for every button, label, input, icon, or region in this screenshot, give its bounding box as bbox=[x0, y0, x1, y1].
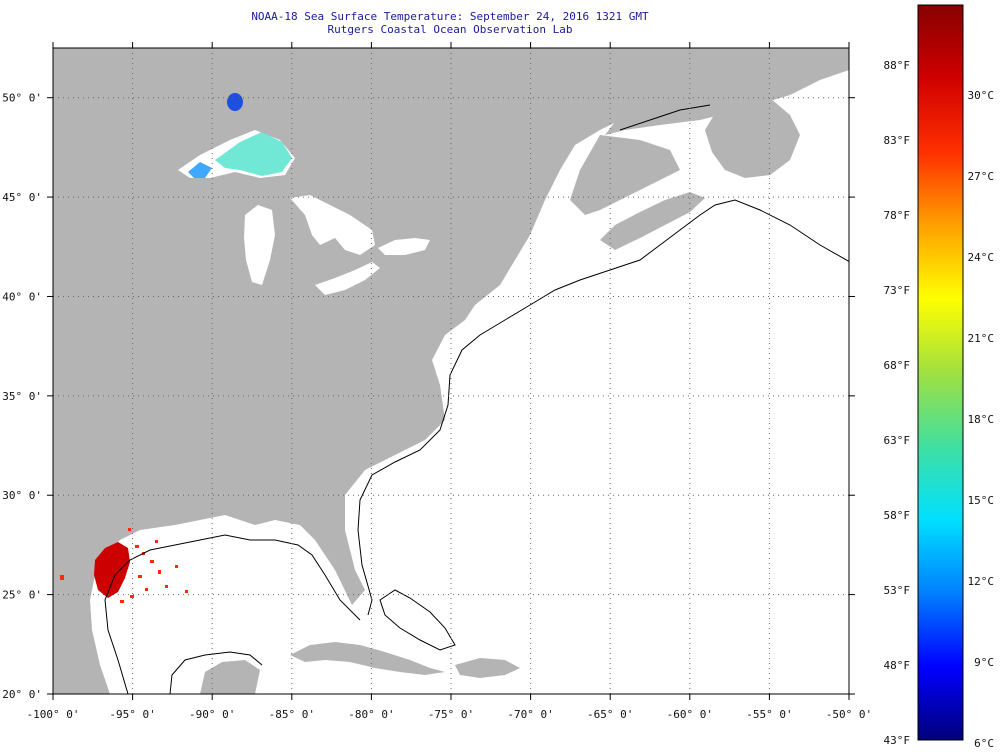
lon-tick-label: -60° 0' bbox=[667, 708, 713, 721]
colorbar-c-label: 27°C bbox=[968, 170, 995, 183]
land-newfoundland bbox=[705, 92, 800, 178]
colorbar-f-label: 58°F bbox=[884, 509, 911, 522]
colorbar-c-label: 12°C bbox=[968, 575, 995, 588]
map-subtitle: Rutgers Coastal Ocean Observation Lab bbox=[327, 23, 573, 36]
depth-contours bbox=[104, 104, 849, 694]
colorbar-c-label: 18°C bbox=[968, 413, 995, 426]
lon-tick-label: -90° 0' bbox=[189, 708, 235, 721]
lon-tick-label: -85° 0' bbox=[269, 708, 315, 721]
lon-tick-label: -70° 0' bbox=[507, 708, 553, 721]
colorbar-f-label: 88°F bbox=[884, 59, 911, 72]
colorbar-f-label: 48°F bbox=[884, 659, 911, 672]
axis-ticks bbox=[47, 42, 855, 700]
lat-tick-label: 40° 0' bbox=[2, 290, 42, 303]
colorbar-c-label: 24°C bbox=[968, 251, 995, 264]
colorbar-f-label: 53°F bbox=[884, 584, 911, 597]
sst-gulf-warm-speckles bbox=[60, 528, 188, 603]
colorbar-f-label: 78°F bbox=[884, 209, 911, 222]
lat-tick-label: 45° 0' bbox=[2, 191, 42, 204]
lake-michigan bbox=[244, 205, 275, 285]
lake-erie bbox=[315, 262, 380, 295]
colorbar-f-label: 83°F bbox=[884, 134, 911, 147]
sst-gulf-warm-core bbox=[94, 542, 130, 598]
colorbar-gradient bbox=[917, 4, 964, 741]
land-cuba bbox=[290, 642, 445, 675]
sst-lake-superior bbox=[215, 132, 292, 176]
lon-tick-label: -100° 0' bbox=[27, 708, 80, 721]
land-quebec-labrador bbox=[605, 48, 849, 135]
colorbar-c-label: 30°C bbox=[968, 89, 995, 102]
lat-tick-label: 20° 0' bbox=[2, 688, 42, 701]
land-yucatan bbox=[200, 660, 260, 694]
lake-huron bbox=[290, 195, 375, 255]
lat-tick-label: 30° 0' bbox=[2, 489, 42, 502]
lat-tick-label: 25° 0' bbox=[2, 589, 42, 602]
lon-tick-label: -55° 0' bbox=[746, 708, 792, 721]
lat-tick-label: 50° 0' bbox=[2, 92, 42, 105]
land-north-america bbox=[53, 48, 700, 694]
lon-tick-label: -80° 0' bbox=[348, 708, 394, 721]
land-nova-scotia bbox=[600, 192, 705, 250]
colorbar-f-label: 63°F bbox=[884, 434, 911, 447]
colorbar-c-label: 6°C bbox=[974, 737, 994, 750]
colorbar-c-label: 9°C bbox=[974, 656, 994, 669]
colorbar-fahrenheit-labels: 88°F 83°F 78°F 73°F 68°F 63°F 58°F 53°F 48°F 43°F bbox=[884, 59, 911, 747]
lon-tick-label: -95° 0' bbox=[109, 708, 155, 721]
colorbar-c-label: 15°C bbox=[968, 494, 995, 507]
colorbar-f-label: 73°F bbox=[884, 284, 911, 297]
colorbar-f-label: 43°F bbox=[884, 734, 911, 747]
map-title: NOAA-18 Sea Surface Temperature: Septemb… bbox=[251, 10, 649, 23]
lat-tick-label: 35° 0' bbox=[2, 390, 42, 403]
latitude-axis: 20° 0' 25° 0' 30° 0' 35° 0' 40° 0' 45° 0' 50° … bbox=[2, 92, 42, 701]
lon-tick-label: -75° 0' bbox=[428, 708, 474, 721]
longitude-axis: -100° 0' -95° 0' -90° 0' -85° 0' -80° 0' -75°… bbox=[27, 708, 873, 721]
lon-tick-label: -65° 0' bbox=[587, 708, 633, 721]
land-hispaniola bbox=[455, 658, 520, 678]
colorbar-f-label: 68°F bbox=[884, 359, 911, 372]
colorbar-c-label: 21°C bbox=[968, 332, 995, 345]
land-gaspe bbox=[570, 135, 680, 215]
sst-lake-superior-cool bbox=[188, 162, 212, 178]
lake-ontario bbox=[378, 238, 430, 255]
lon-tick-label: -50° 0' bbox=[826, 708, 872, 721]
colorbar-celsius-labels: 30°C 27°C 24°C 21°C 18°C 15°C 12°C 9°C 6°C bbox=[968, 89, 995, 750]
